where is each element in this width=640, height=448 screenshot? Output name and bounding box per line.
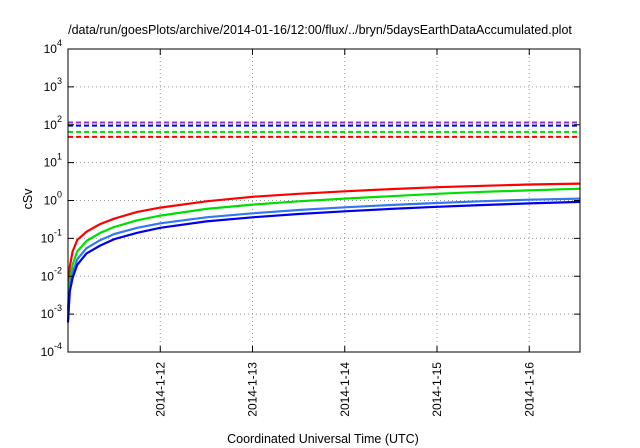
y-tick-exponent: -3 [54,303,62,313]
threshold-lines [68,121,580,138]
x-axis-label: Coordinated Universal Time (UTC) [227,432,419,446]
series-line [66,197,581,321]
x-tick-label: 2014-1-16 [522,362,536,417]
y-tick-exponent: 0 [57,190,62,200]
x-tick-label: 2014-1-15 [430,362,444,417]
y-tick-label: 10-2 [41,265,62,283]
y-tick-label: 102 [44,114,62,132]
y-tick-exponent: 1 [57,152,62,162]
x-axis-ticks: 2014-1-12 2014-1-13 2014-1-14 2014-1-15 2014… [153,49,536,417]
y-tick-label: 101 [44,152,62,170]
y-tick-label: 10-1 [41,227,62,245]
x-tick-label: 2014-1-12 [153,362,167,417]
y-tick-exponent: -4 [54,341,62,351]
y-tick-label: 100 [44,190,62,208]
series-line [66,187,581,316]
chart-title: /data/run/goesPlots/archive/2014-01-16/1… [68,23,572,37]
series-line [66,182,581,312]
y-tick-exponent: 4 [57,38,62,48]
y-tick-label: 103 [44,76,62,94]
x-tick-label: 2014-1-13 [246,362,260,417]
y-tick-label: 10-3 [41,303,62,321]
y-axis-label: cSv [21,188,35,210]
y-tick-exponent: 2 [57,114,62,124]
series-lines [66,182,581,323]
y-tick-exponent: -2 [54,265,62,275]
series-line [66,200,581,323]
x-tick-label: 2014-1-14 [338,362,352,417]
y-tick-label: 10-4 [41,341,62,359]
y-tick-label: 104 [44,38,62,56]
y-tick-exponent: 3 [57,76,62,86]
y-tick-exponent: -1 [54,227,62,237]
